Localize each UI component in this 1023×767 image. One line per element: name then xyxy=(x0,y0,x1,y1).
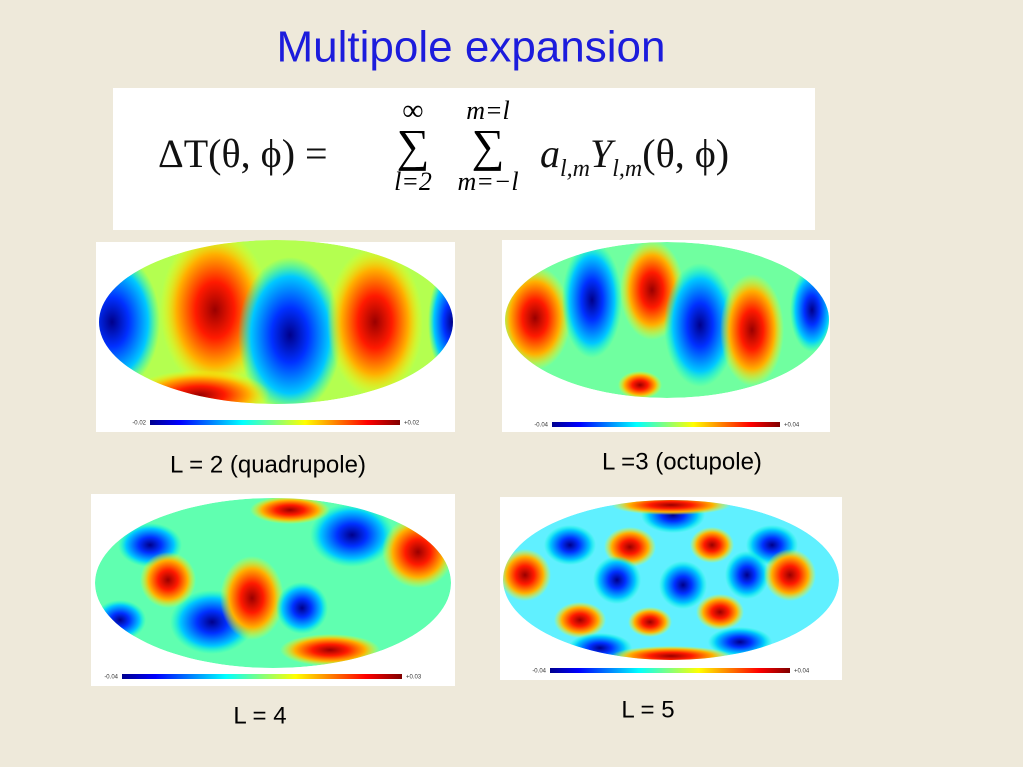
hot-spot xyxy=(505,266,571,370)
colorbar-max-label: +0.02 xyxy=(404,421,420,427)
hot-spot xyxy=(611,500,731,515)
colorbar xyxy=(552,422,780,427)
hot-spot xyxy=(618,371,662,398)
hot-spot xyxy=(720,274,784,386)
cold-spot xyxy=(276,582,328,634)
hot-spot xyxy=(764,549,816,601)
sky-map xyxy=(99,240,453,404)
hot-spot xyxy=(503,549,551,601)
map-caption: L = 5 xyxy=(621,696,674,723)
hot-spot xyxy=(140,552,196,608)
hot-spot xyxy=(280,634,380,666)
cold-spot xyxy=(310,503,394,567)
hot-spot xyxy=(554,602,606,638)
sky-map xyxy=(505,242,829,398)
sum-top: m=l xyxy=(466,96,510,125)
colorbar-max-label: +0.04 xyxy=(784,423,800,429)
cold-spot xyxy=(725,551,769,599)
cold-spot xyxy=(664,263,736,387)
sum-symbol: ∑ xyxy=(396,120,430,171)
map-caption: L = 4 xyxy=(233,702,286,729)
colorbar xyxy=(122,674,402,679)
coef-sub: l,m xyxy=(560,156,590,182)
hot-spot xyxy=(250,498,330,524)
sum-bottom: l=2 xyxy=(394,167,432,196)
colorbar-min-label: -0.04 xyxy=(534,423,548,429)
map-caption: L = 2 (quadrupole) xyxy=(170,451,366,478)
map-panel: -0.04 +0.03 xyxy=(91,494,455,686)
sky-map xyxy=(503,500,839,660)
map-panel: -0.02 +0.02 xyxy=(96,240,455,432)
map-caption: L =3 (octupole) xyxy=(602,448,762,475)
sky-map xyxy=(95,498,451,668)
sum-bottom: m=−l xyxy=(457,167,519,196)
formula-term: al,mYl,m(θ, ϕ) xyxy=(540,130,729,183)
hot-spot xyxy=(611,646,731,660)
map-panel: -0.04 +0.04 xyxy=(500,497,842,680)
colorbar-min-label: -0.02 xyxy=(132,421,146,427)
slide-title: Multipole expansion xyxy=(277,23,666,72)
colorbar xyxy=(550,668,790,673)
cold-spot xyxy=(428,267,453,377)
hot-spot xyxy=(690,527,734,563)
hot-spot xyxy=(130,370,270,404)
coef: a xyxy=(540,131,560,176)
sum-top: ∞ xyxy=(402,94,424,127)
func: Y xyxy=(590,131,613,176)
args: (θ, ϕ) xyxy=(642,131,730,176)
formula-box xyxy=(113,88,815,230)
colorbar-max-label: +0.03 xyxy=(406,675,422,681)
cold-spot xyxy=(562,242,622,358)
hot-spot xyxy=(628,607,672,637)
hot-spot xyxy=(327,247,423,397)
map-panel: -0.04 +0.04 xyxy=(502,240,830,432)
hot-spot xyxy=(220,556,284,640)
hot-spot xyxy=(696,594,744,630)
formula-lhs: ΔT(θ, ϕ) = xyxy=(158,131,328,176)
cold-spot xyxy=(593,556,641,604)
cold-spot xyxy=(544,525,596,565)
sum-l: ∞ ∑ l=2 xyxy=(378,96,448,198)
colorbar-min-label: -0.04 xyxy=(104,675,118,681)
colorbar-max-label: +0.04 xyxy=(794,669,810,675)
colorbar xyxy=(150,420,400,425)
sum-symbol: ∑ xyxy=(471,120,505,171)
cold-spot xyxy=(659,561,707,609)
cold-spot xyxy=(99,252,160,392)
cold-spot xyxy=(238,257,342,404)
func-sub: l,m xyxy=(612,156,643,182)
sum-m: m=l ∑ m=−l xyxy=(443,96,533,198)
colorbar-min-label: -0.04 xyxy=(532,669,546,675)
